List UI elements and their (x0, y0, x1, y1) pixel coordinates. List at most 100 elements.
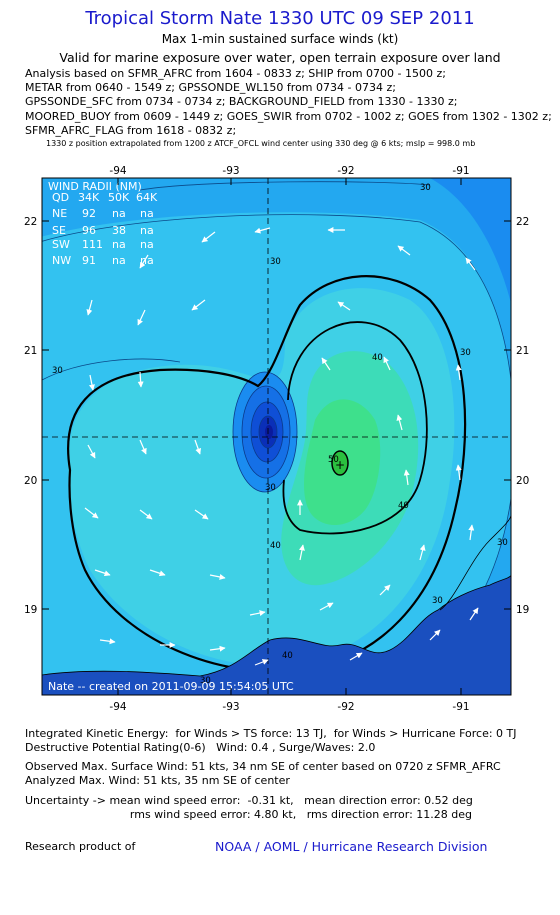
contour-label: 40 (282, 651, 293, 661)
wind-arrow (249, 610, 266, 617)
contour-label: 30 (200, 676, 211, 686)
wind-arrow (209, 573, 226, 580)
contour-label: 30 (420, 183, 431, 193)
wind-arrow (88, 374, 95, 391)
wind-arrow (99, 638, 116, 645)
contour-34kt (67, 275, 467, 673)
wind-arrow (139, 254, 149, 269)
lat-tick-right: 21 (516, 345, 529, 357)
uncertainty-rms: rms wind speed error: 4.80 kt, rms direc… (25, 808, 473, 821)
plot-frame (41, 177, 512, 696)
analyzed-max-wind: Analyzed Max. Wind: 51 kts, 35 nm SE of … (25, 774, 290, 787)
map-subtitle-winds: Max 1-min sustained surface winds (kt) (161, 32, 399, 46)
analysis-line: Analysis based on SFMR_AFRC from 1604 - … (25, 67, 446, 80)
dpr-text: Destructive Potential Rating(0-6) Wind: … (25, 741, 376, 754)
wind-arrow (86, 299, 93, 316)
band-60 (331, 450, 349, 476)
lat-tick-right: 20 (516, 475, 529, 487)
contour-30-left (42, 358, 181, 381)
wind-arrow (419, 544, 426, 561)
wind-arrow (379, 584, 391, 596)
contour-label: 30 (265, 483, 276, 493)
analysis-line: GPSSONDE_SFC from 0734 - 0734 z; BACKGRO… (25, 95, 458, 109)
lat-tick-left: 22 (24, 216, 37, 228)
wind-arrow (321, 357, 331, 371)
wind-arrow (201, 231, 216, 243)
analysis-line: SFMR_AFRC_FLAG from 1618 - 0832 z; (25, 123, 237, 137)
contour-label: 30 (270, 257, 281, 267)
wind-arrow (403, 469, 410, 486)
wind-arrow (337, 301, 351, 311)
wind-arrow (397, 245, 411, 256)
lat-tick-left: 20 (24, 475, 37, 487)
lon-tick-top: -91 (452, 165, 469, 177)
wind-arrow (465, 257, 476, 271)
max-wind-center-marker: + (335, 458, 345, 472)
wind-radii-row: NE 92 na na (52, 207, 154, 220)
wind-arrow (191, 299, 206, 311)
wind-arrow (194, 439, 202, 455)
lat-tick-left: 19 (24, 604, 37, 616)
wind-arrow (455, 364, 462, 381)
contour-label: 30 (432, 596, 443, 606)
noaa-link[interactable]: NOAA / AOML / Hurricane Research Divisio… (215, 839, 488, 854)
map-title: Tropical Storm Nate 1330 UTC 09 SEP 2011 (85, 8, 475, 29)
contour-label: 40 (398, 501, 409, 511)
wind-arrow (94, 569, 111, 577)
axis-ticks (42, 178, 511, 695)
wind-radii-header: QD 34K 50K 64K (52, 191, 158, 204)
lon-tick-bottom: -93 (222, 701, 239, 713)
lon-tick-bottom: -92 (337, 701, 354, 713)
wind-arrow (455, 464, 462, 481)
wind-arrow (469, 607, 479, 621)
wind-arrow (137, 371, 144, 388)
wind-vectors (84, 227, 479, 666)
wind-arrow (194, 509, 209, 520)
contour-34kt-inner (282, 321, 428, 535)
lon-tick-bottom: -94 (109, 701, 126, 713)
created-footer: Nate -- created on 2011-09-09 15:54:05 U… (48, 680, 294, 693)
wind-arrow (254, 227, 271, 234)
lon-tick-bottom: -91 (452, 701, 469, 713)
land-mexico (42, 574, 511, 695)
lat-tick-right: 19 (516, 604, 529, 616)
wind-arrow (383, 356, 391, 371)
wind-arrow (139, 509, 153, 520)
wind-radii-row: SW 111 na na (52, 238, 154, 251)
contour-label: 30 (460, 348, 471, 358)
analysis-line: METAR from 0640 - 1549 z; GPSSONDE_WL150… (25, 81, 396, 95)
uncertainty-mean: Uncertainty -> mean wind speed error: -0… (25, 794, 473, 807)
contour-label: 40 (270, 541, 281, 551)
lon-tick-top: -94 (109, 165, 126, 177)
wind-arrow (137, 309, 146, 326)
wind-arrow (209, 645, 226, 652)
wind-arrow (84, 507, 99, 519)
land-coast-east (439, 514, 511, 611)
contour-label: 30 (497, 538, 508, 548)
wind-arrow (298, 544, 305, 561)
contour-label: 50 (328, 455, 339, 465)
observed-max-wind: Observed Max. Surface Wind: 51 kts, 34 n… (25, 760, 501, 773)
wind-arrow (139, 439, 147, 455)
wind-arrow (87, 444, 96, 459)
eye-core (265, 425, 273, 439)
research-label: Research product of (25, 840, 136, 853)
contour-label: 30 (52, 366, 63, 376)
wind-arrow (396, 414, 403, 431)
wind-arrow (319, 602, 334, 611)
plot-area: 30 30 30 30 30 30 30 30 40 40 40 40 50 +… (42, 178, 511, 695)
wind-radii-row: SE 96 38 na (52, 224, 154, 237)
wind-arrow (254, 659, 269, 666)
wind-arrow (149, 569, 166, 577)
wind-arrow (429, 629, 441, 641)
contour-30-upper (139, 181, 431, 191)
position-note: 1330 z position extrapolated from 1200 z… (46, 139, 476, 148)
analysis-line: MOORED_BUOY from 0609 - 1449 z; GOES_SWI… (25, 109, 552, 123)
wind-arrow (468, 524, 475, 541)
lat-tick-right: 22 (516, 216, 529, 228)
contour-label: 40 (372, 353, 383, 363)
ike-text: Integrated Kinetic Energy: for Winds > T… (25, 727, 517, 740)
lon-tick-top: -93 (222, 165, 239, 177)
map-subtitle-exposure: Valid for marine exposure over water, op… (59, 50, 501, 65)
